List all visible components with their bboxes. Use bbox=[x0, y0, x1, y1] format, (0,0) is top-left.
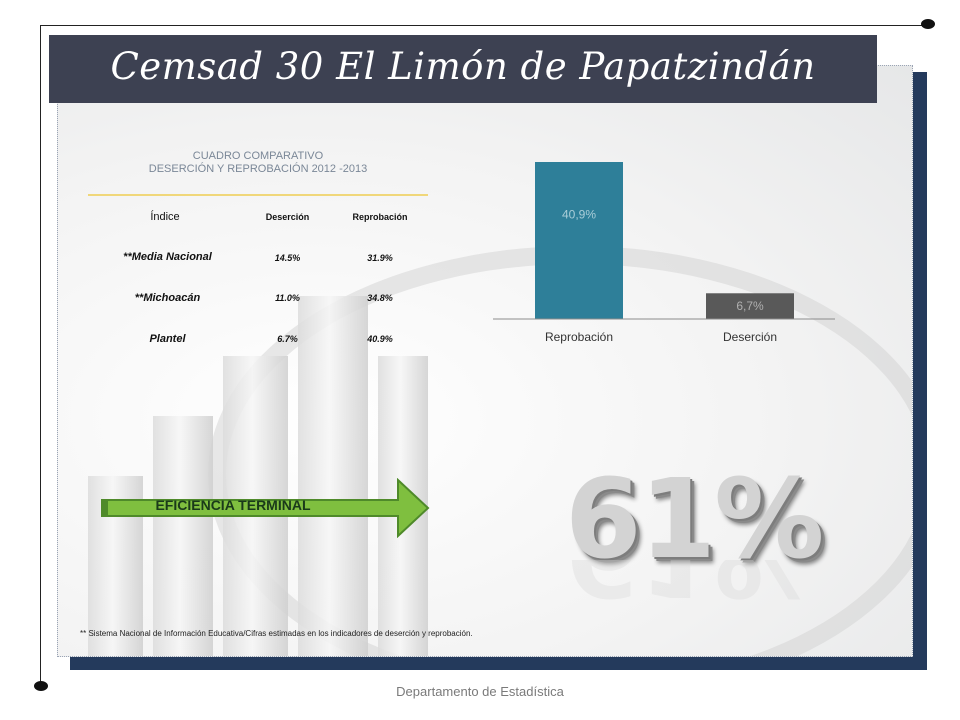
table-row-label: Plantel bbox=[149, 333, 186, 345]
table-cell-desercion: 6.7% bbox=[277, 334, 298, 344]
table-title-line-2: DESERCIÓN Y REPROBACIÓN 2012 -2013 bbox=[148, 163, 368, 175]
bar-chart: 40,9% Reprobación 6,7% Deserción bbox=[490, 150, 850, 350]
table-row-label: **Media Nacional bbox=[123, 251, 212, 263]
table-title-rule bbox=[88, 194, 428, 196]
footer: Departamento de Estadística bbox=[396, 684, 564, 699]
table-header-indice: Índice bbox=[150, 211, 180, 223]
bar-data-label: 6,7% bbox=[736, 299, 764, 313]
table-header-desercion: Deserción bbox=[265, 212, 310, 222]
title-banner: Cemsad 30 El Limón de Papatzindán bbox=[49, 35, 877, 103]
page-title: Cemsad 30 El Limón de Papatzindán bbox=[110, 45, 816, 88]
category-tick-label: Reprobación bbox=[545, 330, 613, 344]
frame-line-top bbox=[40, 25, 928, 26]
frame-line-left bbox=[40, 25, 41, 685]
table-cell-desercion: 14.5% bbox=[274, 253, 301, 263]
table-cell-reprobacion: 34.8% bbox=[367, 293, 393, 303]
efficiency-value-reflection: 61% bbox=[565, 560, 822, 620]
frame-dot-bottom-left bbox=[34, 681, 48, 691]
bar-deserción bbox=[706, 293, 794, 319]
footnote: ** Sistema Nacional de Información Educa… bbox=[80, 629, 473, 638]
efficiency-value: 61% bbox=[565, 455, 824, 583]
frame-dot-top-right bbox=[921, 19, 935, 29]
efficiency-arrow bbox=[101, 478, 430, 538]
table-title-line-1: CUADRO COMPARATIVO bbox=[192, 150, 324, 162]
table-cell-desercion: 11.0% bbox=[275, 293, 300, 303]
slide-canvas bbox=[57, 65, 913, 657]
background-bar-4 bbox=[298, 296, 368, 656]
background-bar-2 bbox=[153, 416, 213, 656]
table-cell-reprobacion: 31.9% bbox=[367, 253, 393, 263]
table-header-reprobacion: Reprobación bbox=[352, 212, 408, 222]
category-tick-label: Deserción bbox=[723, 330, 777, 344]
table-title: CUADRO COMPARATIVO DESERCIÓN Y REPROBACI… bbox=[88, 150, 428, 176]
bar-reprobación bbox=[535, 162, 623, 319]
bar-data-label: 40,9% bbox=[562, 208, 596, 222]
table-row-label: **Michoacán bbox=[134, 292, 201, 304]
table-cell-reprobacion: 40.9% bbox=[367, 334, 393, 344]
bar-chart-svg: 40,9% Reprobación 6,7% Deserción bbox=[493, 162, 835, 344]
efficiency-arrow-label: EFICIENCIA TERMINAL bbox=[155, 497, 311, 513]
